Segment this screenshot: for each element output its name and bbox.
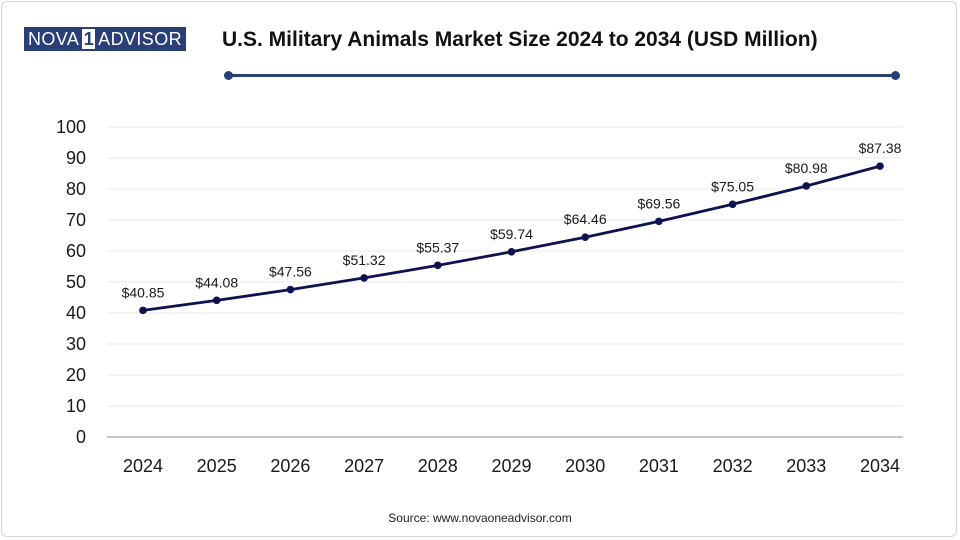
y-tick-label: 40	[66, 303, 86, 323]
y-tick-label: 20	[66, 365, 86, 385]
underline-dot-left	[224, 71, 233, 80]
source-note: Source: www.novaoneadvisor.com	[388, 511, 572, 525]
data-label: $64.46	[564, 211, 607, 227]
x-tick-label: 2032	[713, 456, 753, 476]
y-tick-label: 80	[66, 179, 86, 199]
data-label: $87.38	[859, 140, 902, 156]
series-market-size	[139, 162, 884, 315]
data-point	[139, 306, 147, 315]
y-tick-label: 10	[66, 396, 86, 416]
x-tick-label: 2026	[270, 456, 310, 476]
data-point	[212, 296, 221, 305]
y-tick-label: 30	[66, 334, 86, 354]
x-tick-label: 2033	[786, 456, 826, 476]
x-tick-label: 2024	[123, 456, 163, 476]
x-tick-label: 2027	[344, 456, 384, 476]
data-label: $69.56	[637, 195, 680, 211]
data-label: $40.85	[122, 284, 165, 300]
title-underline	[224, 71, 900, 80]
logo-text-middle: 1	[82, 29, 96, 49]
data-label: $44.08	[195, 274, 238, 290]
x-tick-label: 2025	[197, 456, 237, 476]
x-tick-label: 2031	[639, 456, 679, 476]
y-tick-label: 50	[66, 272, 86, 292]
data-label: $75.05	[711, 178, 754, 194]
chart-title: U.S. Military Animals Market Size 2024 t…	[222, 28, 818, 51]
x-tick-label: 2030	[565, 456, 605, 476]
data-point	[360, 274, 368, 282]
data-point	[728, 200, 737, 209]
data-label: $80.98	[785, 160, 828, 176]
data-label: $47.56	[269, 264, 312, 280]
data-point	[434, 261, 442, 270]
data-label: $55.37	[416, 239, 459, 255]
x-tick-label: 2028	[418, 456, 458, 476]
nova-advisor-logo: NOVA 1 ADVISOR	[24, 27, 186, 51]
y-tick-label: 100	[56, 117, 86, 137]
y-tick-label: 60	[66, 241, 86, 261]
logo-text-right: ADVISOR	[98, 29, 182, 49]
x-tick-label: 2029	[491, 456, 531, 476]
data-point	[286, 285, 295, 294]
y-tick-label: 90	[66, 148, 86, 168]
y-tick-label: 70	[66, 210, 86, 230]
data-label: $59.74	[490, 226, 533, 242]
data-label: $51.32	[343, 252, 386, 268]
underline-dot-right	[891, 71, 900, 80]
data-point	[655, 217, 663, 226]
data-point	[876, 162, 884, 170]
gridlines	[107, 126, 903, 407]
logo-text-left: NOVA	[28, 29, 80, 49]
data-point	[507, 248, 516, 256]
data-labels: $40.85 $44.08 $47.56 $51.32 $55.37 $59.74 $64.…	[122, 140, 902, 300]
x-tick-label: 2034	[860, 456, 900, 476]
data-point	[802, 182, 811, 190]
y-tick-label: 0	[76, 427, 86, 447]
data-point	[581, 233, 589, 241]
